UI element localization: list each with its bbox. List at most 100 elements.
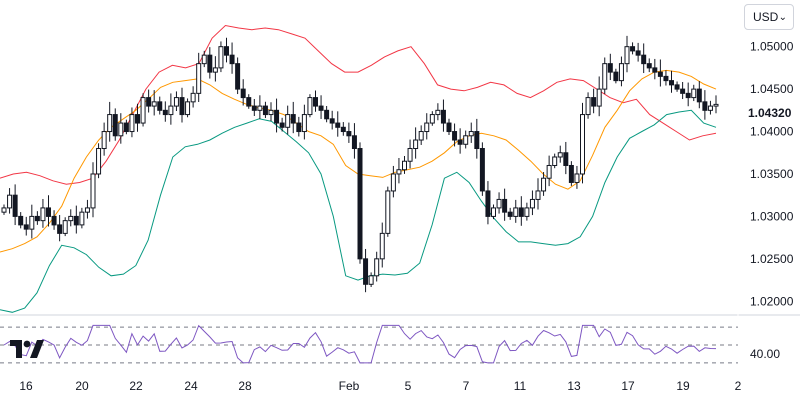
candle-down xyxy=(18,215,24,226)
candle-up xyxy=(151,101,157,107)
candle-down xyxy=(224,46,229,56)
time-tick-label: 22 xyxy=(129,379,143,393)
candle-down xyxy=(357,148,363,260)
candle-up xyxy=(201,54,207,65)
price-tick-label: 1.04000 xyxy=(750,125,794,139)
candle-up xyxy=(1,207,7,213)
price-tick-label: 1.05000 xyxy=(750,40,794,54)
candle-up xyxy=(463,135,469,145)
candle-up xyxy=(285,114,291,128)
currency-select[interactable]: USD ⌄ xyxy=(744,4,794,30)
candle-up xyxy=(140,97,146,124)
candle-down xyxy=(34,215,40,222)
candle-down xyxy=(613,71,619,82)
candle-down xyxy=(351,135,357,150)
candle-down xyxy=(630,46,636,52)
candle-down xyxy=(251,105,257,111)
candle-down xyxy=(591,97,597,107)
candle-up xyxy=(524,207,530,217)
candle-down xyxy=(657,71,663,77)
candle-down xyxy=(563,152,569,166)
candle-up xyxy=(40,207,46,222)
candle-down xyxy=(652,67,658,73)
candle-down xyxy=(485,190,491,217)
candle-up xyxy=(173,97,179,107)
time-tick-label: 28 xyxy=(238,379,252,393)
candle-down xyxy=(179,97,185,116)
last-price-label: 1.04320 xyxy=(744,104,796,122)
rsi-tick-label: 40.00 xyxy=(750,347,780,361)
candle-down xyxy=(112,114,118,137)
candle-down xyxy=(135,114,140,124)
candle-up xyxy=(541,177,547,192)
time-tick-label: 20 xyxy=(75,379,89,393)
candle-up xyxy=(529,198,535,209)
candle-up xyxy=(402,160,407,171)
candle-up xyxy=(429,114,435,124)
price-axis[interactable]: 1.05000 1.04500 1.04000 1.03500 1.03000 1.025… xyxy=(750,40,794,309)
candle-down xyxy=(696,88,702,103)
candle-up xyxy=(468,131,474,137)
candle-up xyxy=(84,207,90,213)
candle-up xyxy=(190,92,196,103)
candle-up xyxy=(101,131,107,150)
candle-up xyxy=(574,173,580,183)
candle-down xyxy=(146,97,152,107)
price-tick-label: 1.03000 xyxy=(750,209,794,223)
candle-down xyxy=(235,63,241,90)
candle-up xyxy=(691,88,697,99)
candle-up xyxy=(185,101,191,116)
candle-up xyxy=(618,63,624,82)
candle-down xyxy=(663,75,669,82)
time-tick-label: Feb xyxy=(339,379,360,393)
candle-down xyxy=(162,109,168,116)
candle-up xyxy=(418,131,424,141)
candle-down xyxy=(318,105,324,111)
candle-up xyxy=(168,105,174,116)
candle-down xyxy=(568,164,574,183)
candle-up xyxy=(424,122,430,133)
candle-down xyxy=(207,54,213,73)
tradingview-logo-icon xyxy=(10,340,44,358)
candle-up xyxy=(707,105,713,111)
candle-down xyxy=(51,215,57,226)
candle-down xyxy=(363,258,369,285)
candle-down xyxy=(123,122,129,133)
candle-down xyxy=(279,122,285,128)
candle-down xyxy=(246,97,252,107)
time-tick-label: 7 xyxy=(463,379,470,393)
time-tick-label: 17 xyxy=(621,379,635,393)
candle-down xyxy=(23,224,29,230)
candle-up xyxy=(396,169,402,175)
candle-down xyxy=(313,97,318,107)
candle-up xyxy=(546,164,552,179)
candle-down xyxy=(340,126,346,133)
candle-up xyxy=(118,122,124,137)
candle-up xyxy=(257,105,263,111)
candle-up xyxy=(301,114,307,133)
candle-up xyxy=(7,194,13,209)
candle-up xyxy=(107,114,113,133)
candle-down xyxy=(229,54,235,65)
candle-down xyxy=(290,114,296,124)
candle-down xyxy=(296,122,302,133)
candle-up xyxy=(79,211,85,226)
candlestick-series xyxy=(1,35,719,293)
price-tick-label: 1.04500 xyxy=(750,82,794,96)
candle-down xyxy=(346,131,352,137)
candle-down xyxy=(502,198,508,213)
tradingview-logo[interactable] xyxy=(10,340,44,365)
time-axis[interactable]: 16 20 22 24 28 Feb 5 7 11 13 17 19 2 xyxy=(19,379,741,393)
candle-up xyxy=(368,275,374,285)
candle-up xyxy=(602,63,608,90)
candle-up xyxy=(491,207,496,217)
candle-up xyxy=(596,88,602,107)
candle-down xyxy=(324,109,330,120)
candle-down xyxy=(702,101,708,111)
candle-up xyxy=(513,207,519,217)
candle-down xyxy=(457,139,463,145)
candle-down xyxy=(157,101,163,111)
time-tick-label: 19 xyxy=(676,379,690,393)
candle-down xyxy=(274,109,280,124)
